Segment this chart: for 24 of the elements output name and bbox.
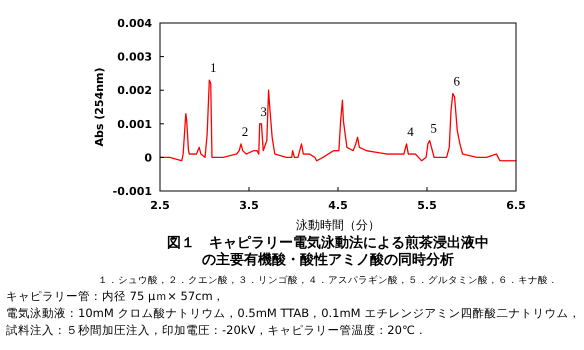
y-tick-label: -0.001 xyxy=(112,185,152,198)
y-tick-label: 0.004 xyxy=(117,17,152,30)
x-tick-label: 2.5 xyxy=(150,199,170,212)
y-tick-label: 0.003 xyxy=(117,50,152,64)
y-tick-label: 0 xyxy=(144,151,152,164)
annotation: 4 xyxy=(407,124,414,139)
x-tick-label: 4.5 xyxy=(328,199,348,212)
annotation: 1 xyxy=(210,60,217,76)
annotation: 3 xyxy=(260,104,267,119)
annotation: 5 xyxy=(430,120,437,136)
y-axis-title: Abs (254nm) xyxy=(93,67,106,147)
text: １．シュウ酸，２．クエン酸，３．リンゴ酸，４．アスパラギン酸，５．グルタミン酸，６．キナ酸． xyxy=(98,274,558,286)
x-axis-title: 泳動時間（分） xyxy=(296,218,380,232)
x-tick-label: 3.5 xyxy=(239,199,259,212)
text: 電気泳動液：10mM クロム酸ナトリウム，0.5mM TTAB，0.1mM エチレンジアミン四酢酸二ナトリウム， xyxy=(6,306,580,320)
annotation: 2 xyxy=(242,124,248,139)
text: キャピラリー管：内径 75 μｍ× 57cm， xyxy=(6,289,225,303)
text: 試料注入：５秒間加圧注入，印加電圧：-20kV，キャピラリー管温度：20℃． xyxy=(6,323,427,337)
y-tick-label: 0.002 xyxy=(117,84,152,98)
text: 図１ キャピラリー電気泳動法による煎茶浸出液中の主要有機酸・酸性アミノ酸の同時分析 xyxy=(167,234,489,268)
annotation: 6 xyxy=(454,74,461,89)
x-tick-label: 6.5 xyxy=(506,199,526,212)
y-tick-label: 0.001 xyxy=(117,118,152,131)
x-tick-label: 5.5 xyxy=(417,199,437,212)
